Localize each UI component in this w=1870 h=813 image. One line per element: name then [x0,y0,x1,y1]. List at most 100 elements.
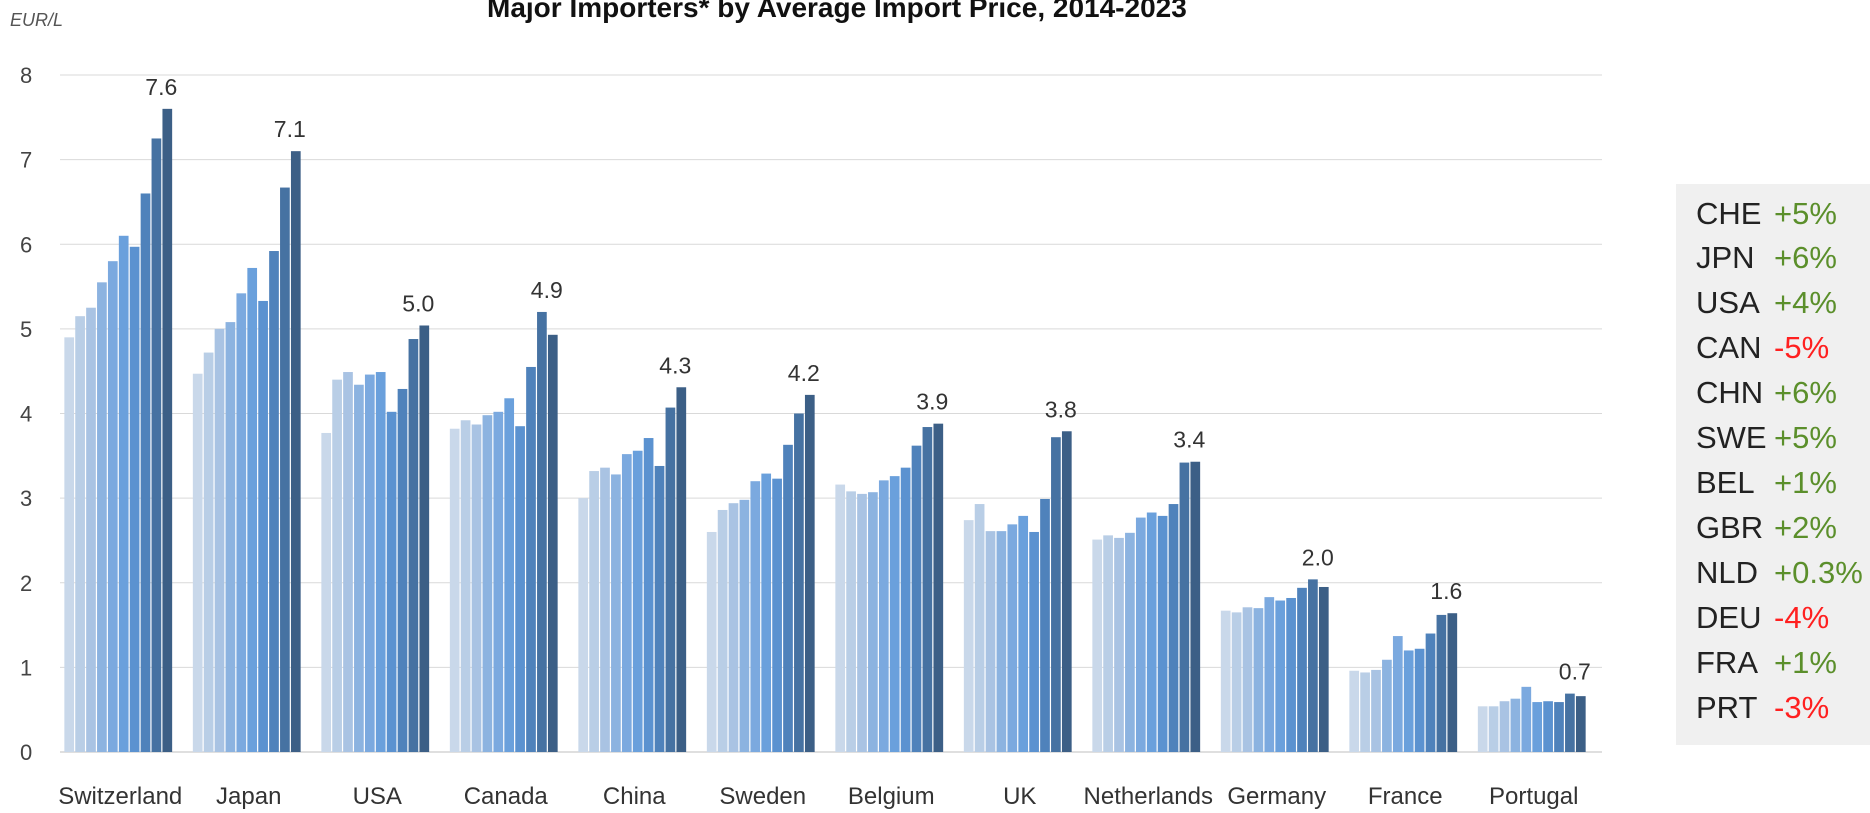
bar [225,322,236,752]
bar [804,394,815,752]
x-tick-label: Switzerland [58,783,182,810]
bar [706,531,717,752]
bar [1349,670,1360,752]
legend-country-code: GBR [1696,510,1764,545]
bar [996,531,1007,752]
bar [397,388,408,752]
bar [1392,636,1403,752]
bar [868,492,878,752]
bar [1007,524,1018,752]
bar [665,407,676,752]
bar [578,498,589,752]
bar [1425,633,1436,752]
legend-change-value: +6% [1774,375,1837,410]
y-tick-label: 4 [20,402,32,427]
bar [386,411,397,752]
legend-country-code: DEU [1696,600,1762,635]
bar [1543,701,1553,752]
bar [118,235,129,753]
y-tick-label: 7 [20,148,32,173]
bar [1382,659,1392,752]
bar [1114,537,1124,752]
bar [717,509,728,752]
bar [140,193,151,753]
bar [408,339,419,752]
legend-change-value: +2% [1774,510,1837,545]
data-label: 3.4 [1173,427,1205,453]
y-tick-label: 2 [20,571,32,596]
x-tick-label: Sweden [719,783,806,810]
x-tick-label: Canada [464,783,549,810]
bar [974,504,985,752]
x-tick-label: USA [353,783,402,810]
legend-change-value: +0.3% [1774,555,1863,590]
x-tick-label: UK [1003,783,1036,810]
bar [1510,698,1521,752]
bar [1253,608,1264,752]
legend-country-code: PRT [1696,690,1758,725]
bar [280,187,290,752]
x-tick-label: Portugal [1489,783,1578,810]
bar [783,444,793,752]
bar [643,438,654,752]
bar [1040,498,1050,752]
bar [1275,600,1286,752]
bar [1414,648,1425,752]
bar [611,474,621,752]
bar [97,282,107,752]
legend-change-value: +5% [1774,196,1837,231]
bar [1220,610,1231,752]
bar [354,384,364,752]
bar [1061,431,1072,752]
bar [537,311,547,752]
bar [321,432,332,752]
bar [835,484,846,752]
bar [857,493,867,752]
bar [236,293,247,752]
bar [589,471,599,752]
x-tick-label: Germany [1227,783,1326,810]
bar [772,478,782,752]
legend-item-fra: FRA +1% [1696,641,1866,685]
bar [1135,517,1146,752]
bar [1103,535,1113,752]
data-label: 7.6 [145,74,177,100]
bar [1157,515,1168,752]
bar [750,481,761,752]
bar [203,352,214,752]
bar [1092,539,1103,752]
bar [1436,614,1447,752]
legend-country-code: CHE [1696,196,1762,231]
bar [290,151,301,753]
bar [162,108,173,753]
bar [676,387,687,752]
chart-title: Major Importers* by Average Import Price… [487,0,1187,23]
y-tick-label: 0 [20,740,32,765]
legend-country-code: CAN [1696,330,1762,365]
bar [192,373,203,752]
bar [547,334,558,752]
data-label: 7.1 [274,116,306,142]
data-label: 2.0 [1302,544,1334,570]
bar [449,428,460,752]
bar [129,246,140,752]
x-tick-label: China [603,783,666,810]
bar [1488,706,1499,752]
bar [1360,672,1370,752]
bar [1371,669,1381,752]
bar [922,427,933,752]
legend-item-usa: USA +4% [1696,281,1866,325]
data-label: 3.9 [916,389,948,415]
bar [1447,613,1458,752]
bar [1146,512,1157,752]
bar [911,445,922,752]
x-tick-label: Japan [216,783,281,810]
y-tick-label: 8 [20,63,32,88]
legend-change-value: +5% [1774,420,1837,455]
legend-panel: CHE +5% JPN +6% USA +4% CAN -5% CHN +6% … [1676,184,1870,745]
legend-change-value: +6% [1774,240,1837,275]
bar [600,467,610,752]
data-label: 1.6 [1430,578,1462,604]
x-tick-label: France [1368,783,1443,810]
